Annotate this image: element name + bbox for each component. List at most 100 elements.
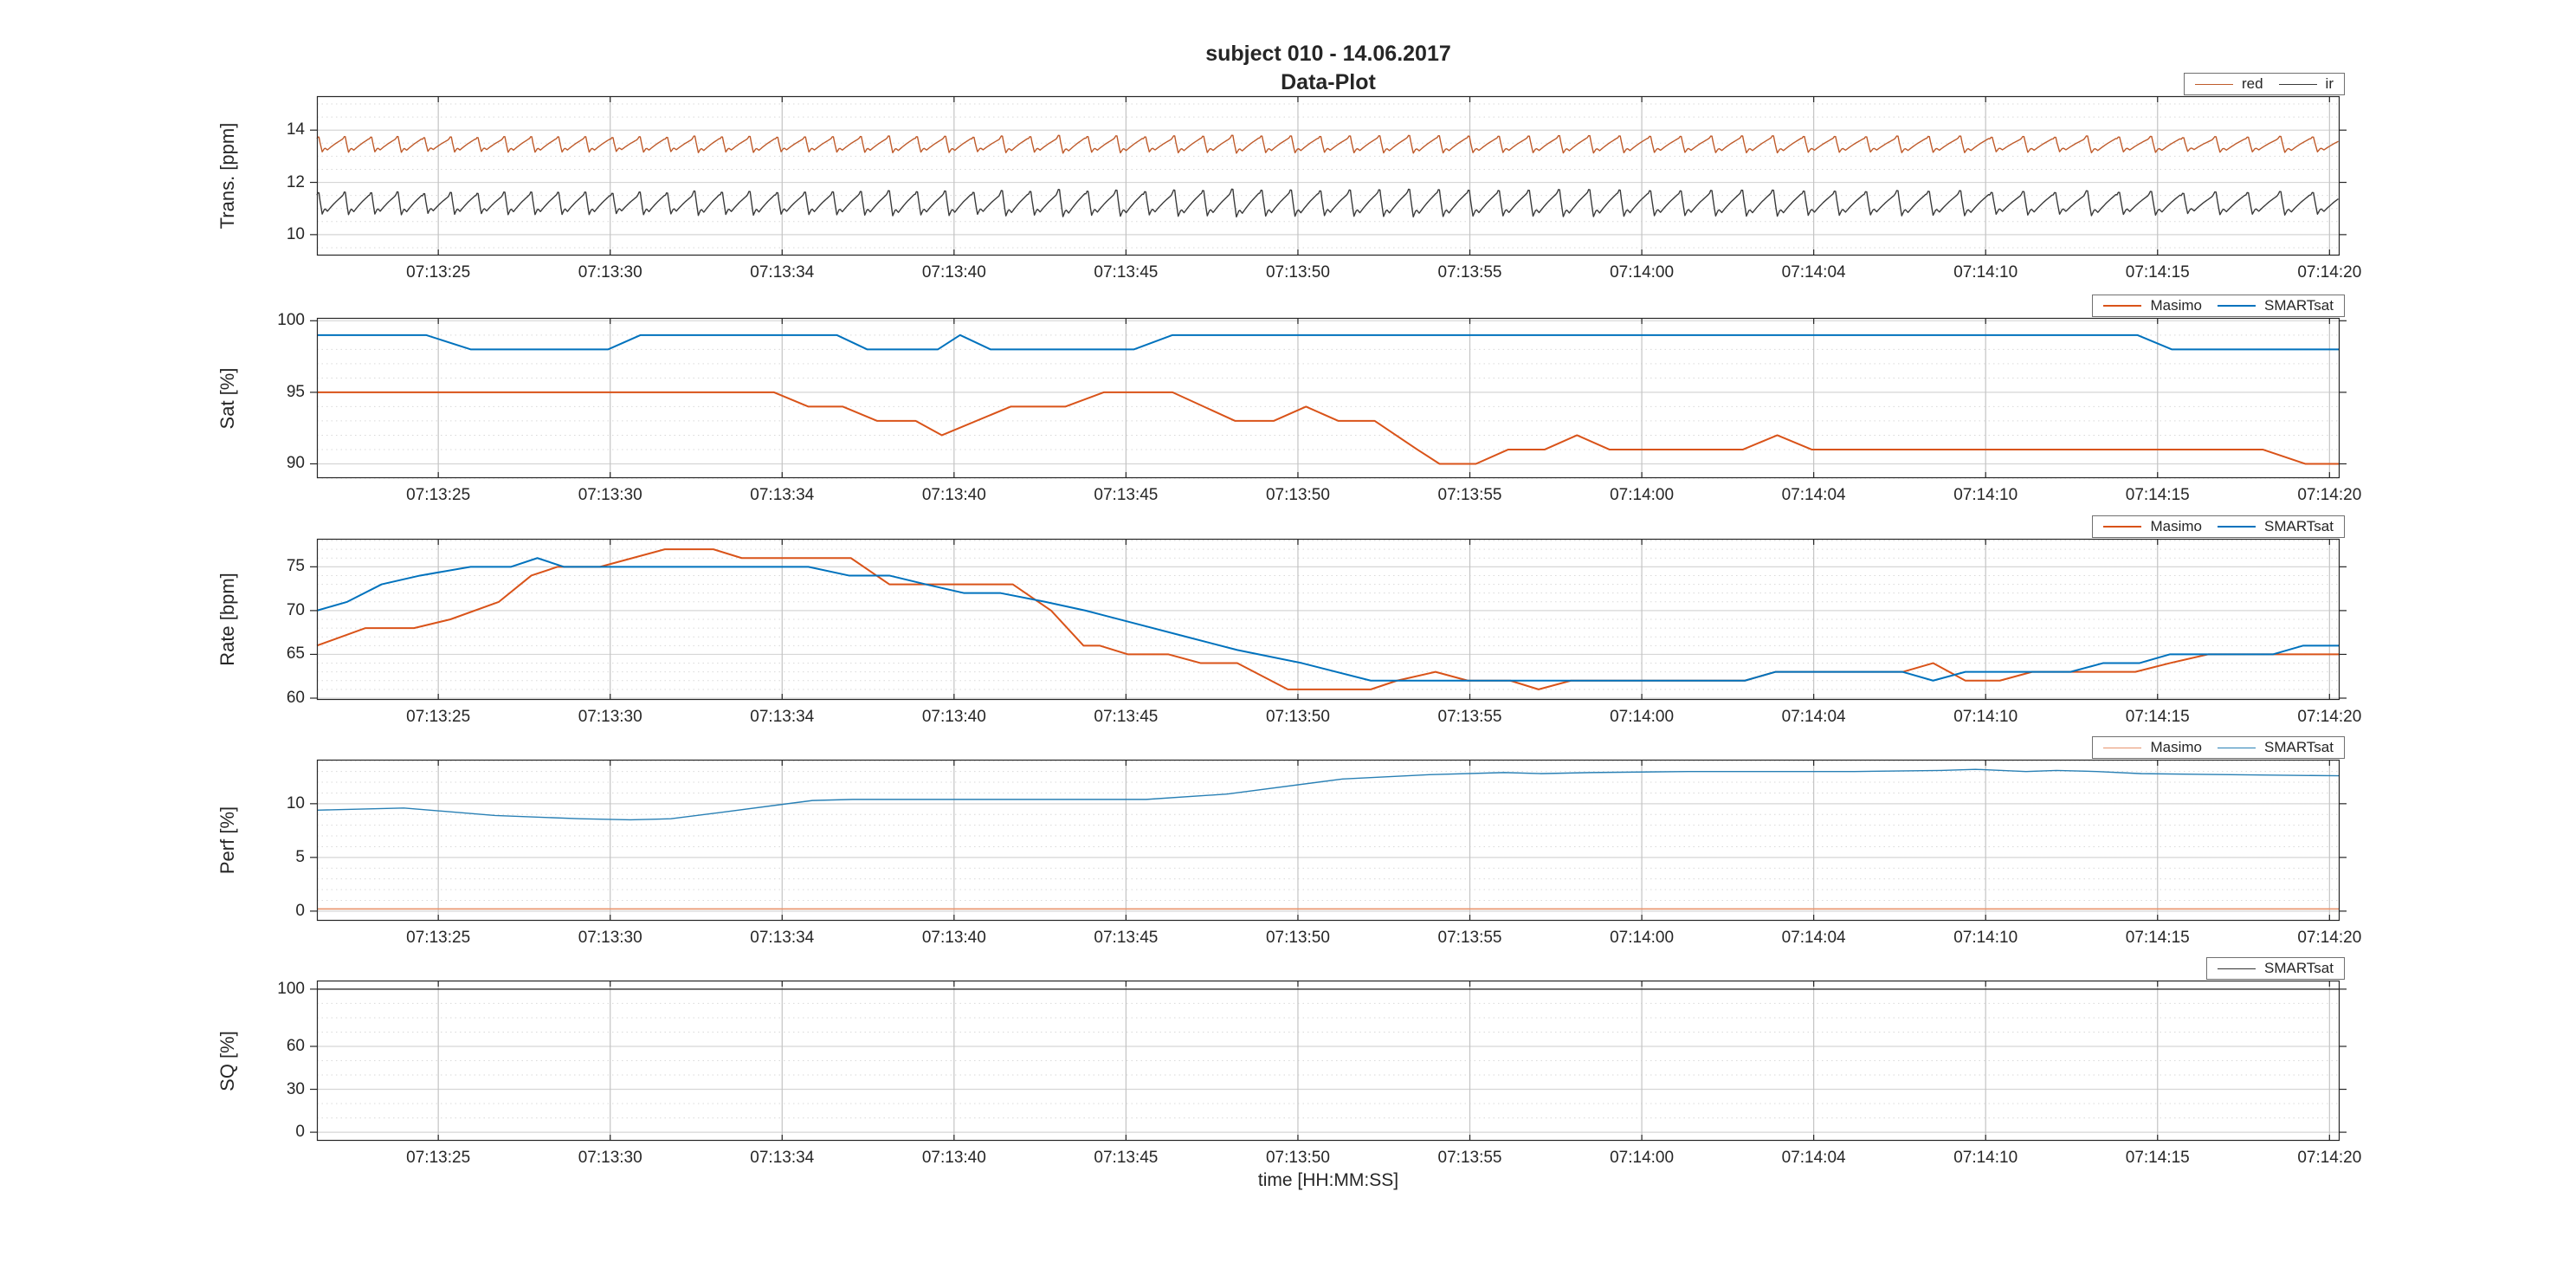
x-tick-label: 07:13:25 (406, 929, 471, 947)
subplot-perf (310, 759, 2347, 922)
legend-line-sample (2218, 526, 2256, 528)
legend-rate: Masimo SMARTsat (2092, 515, 2345, 538)
x-tick-label: 07:14:04 (1781, 929, 1846, 947)
x-tick-label: 07:14:20 (2297, 708, 2362, 726)
y-tick-label: 65 (286, 644, 305, 664)
x-tick-label: 07:14:10 (1953, 1149, 2018, 1167)
y-tick-label: 0 (295, 1123, 305, 1142)
legend-entry-label: SMARTsat (2264, 297, 2334, 314)
x-tick-label: 07:13:45 (1094, 263, 1159, 282)
x-tick-label: 07:14:10 (1953, 263, 2018, 282)
legend-entry-SMARTsat: SMARTsat (2218, 960, 2334, 977)
subplot-perf-canvas (310, 759, 2347, 922)
y-tick-label: 100 (277, 979, 305, 998)
x-tick-label: 07:13:40 (921, 708, 986, 726)
subplot-sq (310, 980, 2347, 1142)
y-tick-label: 70 (286, 600, 305, 619)
legend-line-sample (2218, 305, 2256, 307)
x-tick-label: 07:13:45 (1094, 929, 1159, 947)
x-tick-label: 07:13:30 (578, 1149, 642, 1167)
legend-entry-label: Masimo (2150, 518, 2202, 534)
legend-line-sample (2103, 526, 2142, 528)
x-tick-label: 07:13:45 (1094, 1149, 1159, 1167)
legend-line-sample (2218, 968, 2256, 969)
legend-entry-label: SMARTsat (2264, 960, 2334, 976)
axes-border (316, 95, 2340, 256)
x-tick-label: 07:13:34 (750, 486, 815, 504)
legend-entry-label: Masimo (2150, 739, 2202, 755)
x-tick-label: 07:13:34 (750, 929, 815, 947)
legend-entry-Masimo: Masimo (2103, 297, 2202, 314)
x-tick-label: 07:13:34 (750, 263, 815, 282)
x-tick-label: 07:13:45 (1094, 486, 1159, 504)
x-tick-label: 07:13:50 (1265, 929, 1330, 947)
x-tick-label: 07:13:55 (1437, 263, 1502, 282)
subplot-sat (310, 317, 2347, 479)
y-tick-label: 95 (286, 382, 305, 401)
x-tick-label: 07:13:45 (1094, 708, 1159, 726)
subplot-rate-canvas (310, 538, 2347, 701)
x-tick-label: 07:13:30 (578, 263, 642, 282)
legend-entry-label: red (2241, 75, 2263, 92)
x-tick-label: 07:13:50 (1265, 1149, 1330, 1167)
legend-entry-Masimo: Masimo (2103, 739, 2202, 756)
x-tick-label: 07:13:30 (578, 708, 642, 726)
legend-sat: Masimo SMARTsat (2092, 295, 2345, 317)
x-tick-label: 07:14:20 (2297, 929, 2362, 947)
x-tick-label: 07:13:25 (406, 263, 471, 282)
legend-entry-label: SMARTsat (2264, 739, 2334, 755)
y-tick-label: 90 (286, 454, 305, 473)
legend-entry-ir: ir (2278, 75, 2334, 93)
x-tick-label: 07:13:55 (1437, 1149, 1502, 1167)
x-tick-label: 07:14:00 (1610, 708, 1675, 726)
series-SMARTsat-line (316, 768, 2340, 821)
x-tick-label: 07:14:04 (1781, 1149, 1846, 1167)
y-tick-label: 0 (295, 901, 305, 920)
legend-line-sample (2103, 305, 2142, 307)
legend-trans: red ir (2183, 73, 2345, 95)
figure-title-line1: subject 010 - 14.06.2017 (1205, 42, 1451, 66)
x-tick-label: 07:14:15 (2125, 486, 2190, 504)
legend-sq: SMARTsat (2206, 957, 2345, 980)
figure-title: subject 010 - 14.06.2017 Data-Plot (317, 40, 2340, 97)
x-tick-label: 07:14:20 (2297, 486, 2362, 504)
x-tick-label: 07:13:25 (406, 708, 471, 726)
x-tick-label: 07:13:50 (1265, 263, 1330, 282)
y-tick-label: 75 (286, 557, 305, 576)
legend-entry-label: SMARTsat (2264, 518, 2334, 534)
x-tick-label: 07:13:55 (1437, 708, 1502, 726)
subplot-trans-canvas (310, 95, 2347, 256)
legend-entry-label: Masimo (2150, 297, 2202, 314)
series-SMARTsat-line (316, 557, 2340, 682)
legend-entry-SMARTsat: SMARTsat (2218, 739, 2334, 756)
series-SMARTsat-line (317, 333, 2340, 351)
x-tick-label: 07:13:30 (578, 486, 642, 504)
x-tick-label: 07:13:50 (1265, 708, 1330, 726)
legend-entry-SMARTsat: SMARTsat (2218, 297, 2334, 314)
axes-border (316, 759, 2340, 922)
x-tick-label: 07:13:34 (750, 1149, 815, 1167)
x-tick-label: 07:14:10 (1953, 486, 2018, 504)
y-tick-label: 100 (277, 311, 305, 330)
y-tick-label: 30 (286, 1079, 305, 1098)
axes-border (316, 980, 2340, 1142)
y-tick-label: 12 (286, 172, 305, 191)
y-tick-label: 10 (286, 793, 305, 813)
x-tick-label: 07:13:55 (1437, 486, 1502, 504)
x-tick-label: 07:14:04 (1781, 486, 1846, 504)
legend-entry-Masimo: Masimo (2103, 518, 2202, 535)
x-tick-label: 07:13:40 (921, 486, 986, 504)
legend-line-sample (2194, 83, 2233, 85)
x-tick-label: 07:14:04 (1781, 263, 1846, 282)
series-Masimo-line (317, 391, 2340, 465)
subplot-sat-canvas (310, 317, 2347, 479)
x-tick-label: 07:13:40 (921, 929, 986, 947)
x-tick-label: 07:14:04 (1781, 708, 1846, 726)
x-tick-label: 07:14:20 (2297, 263, 2362, 282)
x-tick-label: 07:14:00 (1610, 1149, 1675, 1167)
x-tick-label: 07:14:15 (2125, 708, 2190, 726)
y-tick-label: 60 (286, 688, 305, 707)
y-tick-label: 5 (295, 847, 305, 866)
axes-border (316, 317, 2340, 479)
series-ir-line (316, 188, 2339, 218)
